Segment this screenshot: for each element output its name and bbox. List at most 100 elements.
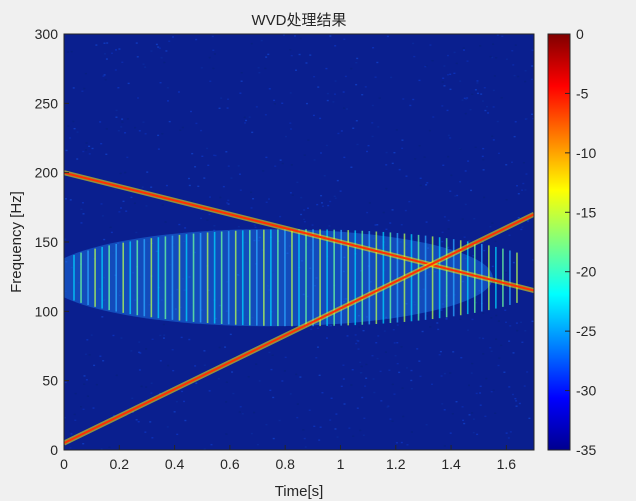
noise-speckle [483,87,486,89]
noise-speckle [187,177,190,180]
noise-speckle [72,120,75,123]
noise-speckle [161,133,164,135]
noise-speckle [443,372,446,375]
noise-speckle [522,162,525,164]
noise-speckle [372,47,375,49]
noise-speckle [447,155,450,158]
noise-speckle [512,64,515,66]
noise-speckle [530,78,533,81]
noise-speckle [459,181,462,183]
noise-speckle [105,153,108,156]
noise-speckle [472,418,475,420]
noise-speckle [440,375,443,377]
noise-speckle [351,369,354,371]
noise-speckle [70,433,73,435]
noise-speckle [467,329,470,331]
noise-speckle [453,51,456,54]
x-tick-label: 0.8 [275,456,295,472]
noise-speckle [268,88,271,90]
x-tick-label: 0.6 [220,456,240,472]
noise-speckle [125,210,128,212]
noise-speckle [504,309,507,311]
noise-speckle [118,211,121,213]
noise-speckle [508,340,511,342]
noise-speckle [150,382,153,384]
noise-speckle [82,408,85,411]
noise-speckle [354,334,357,336]
noise-speckle [250,191,253,193]
noise-speckle [149,421,152,423]
noise-speckle [508,234,511,236]
noise-speckle [83,375,86,377]
noise-speckle [135,231,138,234]
noise-speckle [255,363,258,365]
noise-speckle [279,159,282,161]
noise-speckle [524,80,527,83]
noise-speckle [200,217,203,220]
noise-speckle [356,339,359,342]
noise-speckle [67,125,70,127]
noise-speckle [395,129,398,131]
noise-speckle [466,60,469,62]
noise-speckle [238,173,241,175]
noise-speckle [124,171,127,174]
noise-speckle [200,67,203,69]
noise-speckle [471,362,474,365]
noise-speckle [478,337,481,339]
noise-speckle [310,328,313,330]
noise-speckle [264,67,267,70]
noise-speckle [312,114,315,117]
noise-speckle [470,189,473,192]
noise-speckle [446,54,449,57]
noise-speckle [247,376,250,378]
noise-speckle [139,352,142,354]
noise-speckle [509,325,512,327]
noise-speckle [490,317,493,319]
noise-speckle [355,83,358,86]
noise-speckle [92,407,95,409]
noise-speckle [377,126,380,128]
noise-speckle [103,53,106,55]
noise-speckle [491,56,494,59]
noise-speckle [165,184,168,187]
noise-speckle [274,165,277,167]
noise-speckle [492,139,495,141]
noise-speckle [325,67,328,70]
noise-speckle [183,400,186,403]
noise-speckle [423,156,426,158]
noise-speckle [364,385,367,387]
noise-speckle [180,336,183,339]
noise-speckle [209,196,212,198]
noise-speckle [102,75,105,77]
noise-speckle [342,378,345,380]
noise-speckle [505,432,508,434]
noise-speckle [166,426,169,428]
noise-speckle [400,441,403,444]
noise-speckle [81,90,84,92]
noise-speckle [101,215,104,217]
y-axis-label: Frequency [Hz] [8,191,25,293]
noise-speckle [508,386,511,388]
noise-speckle [380,400,383,402]
noise-speckle [482,337,485,340]
noise-speckle [339,190,342,192]
noise-speckle [336,436,339,438]
noise-speckle [517,75,520,78]
noise-speckle [466,97,469,99]
noise-speckle [73,127,76,130]
noise-speckle [469,108,472,111]
noise-speckle [289,393,292,395]
noise-speckle [344,75,347,78]
noise-speckle [225,401,228,403]
noise-speckle [377,335,380,337]
noise-speckle [396,342,399,344]
noise-speckle [151,437,154,439]
noise-speckle [476,82,479,84]
noise-speckle [505,58,508,60]
noise-speckle [352,435,355,437]
noise-speckle [356,143,359,146]
noise-speckle [332,101,335,103]
noise-speckle [88,153,91,155]
noise-speckle [492,106,495,108]
noise-speckle [260,39,263,42]
